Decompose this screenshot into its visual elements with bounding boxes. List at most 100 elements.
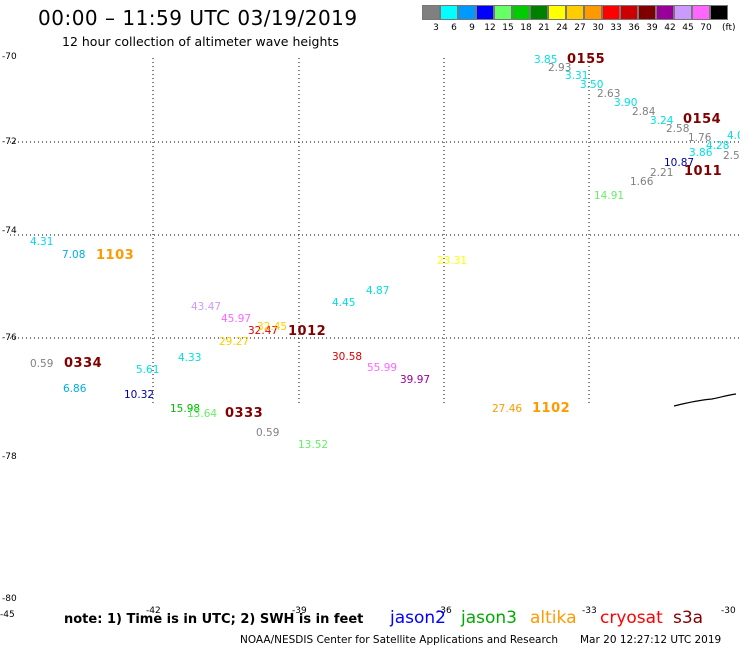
lat-label: -76: [2, 333, 17, 343]
wave-height-label: 13.64: [187, 408, 218, 420]
wave-height-label: 32.47: [248, 325, 279, 337]
wave-height-label: 55.99: [367, 362, 398, 374]
map-title: 00:00 – 11:59 UTC 03/19/2019: [38, 6, 358, 30]
pass-time-label: 0154: [683, 112, 722, 127]
scale-label: 70: [700, 23, 712, 33]
wave-height-label: 27.46: [492, 403, 523, 415]
credit-line: NOAA/NESDIS Center for Satellite Applica…: [240, 634, 558, 646]
scale-label: 33: [610, 23, 622, 33]
wave-height-label: 43.47: [191, 301, 222, 313]
lon-label: -45: [0, 610, 15, 620]
wave-height-label: 2.21: [650, 167, 674, 179]
wave-height-label: 3.86: [689, 147, 713, 159]
scale-swatch: [638, 5, 656, 20]
scale-label: 6: [451, 23, 457, 33]
lon-label: -39: [292, 606, 307, 616]
wave-height-label: 45.97: [221, 313, 252, 325]
scale-swatch: [422, 5, 440, 20]
generated-timestamp: Mar 20 12:27:12 UTC 2019: [580, 634, 722, 646]
lat-label: -80: [2, 594, 17, 604]
scale-swatch: [674, 5, 692, 20]
pass-time-label: 1103: [96, 248, 135, 263]
legend-s3a: s3a: [673, 608, 704, 628]
wave-height-label: 2.63: [597, 88, 621, 100]
scale-swatch: [548, 5, 566, 20]
wave-height-label: 4.31: [30, 236, 54, 248]
pass-time-label: 0155: [567, 52, 606, 67]
scale-swatch: [566, 5, 584, 20]
wave-height-label: 10.32: [124, 389, 155, 401]
scale-swatch: [530, 5, 548, 20]
scale-swatch: [584, 5, 602, 20]
scale-swatch: [710, 5, 728, 20]
wave-height-label: 3.24: [650, 115, 674, 127]
wave-height-label: 29.27: [219, 336, 250, 348]
lon-label: -30: [721, 606, 736, 616]
scale-label: 27: [574, 23, 586, 33]
legend-altika: altika: [530, 608, 577, 628]
scale-label: 9: [469, 23, 475, 33]
wave-height-label: 1.66: [630, 176, 654, 188]
wave-height-label: 23.31: [437, 255, 468, 267]
wave-height-label: 0.59: [30, 358, 54, 370]
scale-swatch: [620, 5, 638, 20]
lon-label: -42: [146, 606, 161, 616]
scale-swatch: [656, 5, 674, 20]
wave-height-label: 3.31: [565, 70, 589, 82]
wave-height-label: 2.84: [632, 106, 656, 118]
wave-height-label: 4.45: [332, 297, 356, 309]
wave-height-label: 14.91: [594, 190, 625, 202]
scale-label: 45: [682, 23, 694, 33]
note-text: note: 1) Time is in UTC; 2) SWH is in fe…: [64, 612, 364, 627]
wave-height-label: 2.5: [723, 150, 740, 162]
coastline: [673, 393, 737, 407]
legend-cryosat: cryosat: [600, 608, 663, 628]
wave-height-label: 2.93: [548, 62, 572, 74]
graticule: [10, 58, 740, 405]
legend-jason2: jason2: [390, 608, 446, 628]
scale-swatch: [440, 5, 458, 20]
scale-swatch: [512, 5, 530, 20]
wave-height-label: 4.28: [706, 140, 730, 152]
lon-label: -33: [582, 606, 597, 616]
wave-height-label: 30.58: [332, 351, 363, 363]
lat-label: -70: [2, 52, 17, 62]
wave-height-label: 3.50: [580, 79, 604, 91]
scale-swatch: [458, 5, 476, 20]
pass-time-label: 1012: [288, 324, 327, 339]
wave-height-label: 15.98: [170, 403, 201, 415]
scale-label: 21: [538, 23, 550, 33]
scale-label: 24: [556, 23, 568, 33]
map-subtitle: 12 hour collection of altimeter wave hei…: [62, 34, 339, 49]
scale-swatch: [602, 5, 620, 20]
wave-height-label: 4.33: [178, 352, 202, 364]
lat-label: -74: [2, 226, 17, 236]
scale-unit: (ft): [722, 23, 736, 33]
pass-time-label: 0334: [64, 356, 103, 371]
scale-label: 42: [664, 23, 676, 33]
wave-height-label: 39.97: [400, 374, 431, 386]
wave-height-label: 32.45: [257, 321, 288, 333]
wave-height-label: 5.61: [136, 364, 160, 376]
wave-height-label: 2.58: [666, 123, 690, 135]
wave-height-label: 1.76: [688, 132, 712, 144]
lat-label: -78: [2, 452, 17, 462]
wave-height-label: 6.86: [63, 383, 87, 395]
scale-label: 30: [592, 23, 604, 33]
wave-height-label: 4.87: [366, 285, 390, 297]
wave-height-label: 4.0: [727, 130, 740, 142]
pass-time-label: 0333: [225, 406, 264, 421]
wave-height-label: 0.59: [256, 427, 280, 439]
wave-height-label: 3.85: [534, 54, 558, 66]
lat-label: -72: [2, 137, 17, 147]
lon-label: -36: [437, 606, 452, 616]
scale-swatch: [692, 5, 710, 20]
scale-label: 18: [520, 23, 532, 33]
scale-label: 36: [628, 23, 640, 33]
scale-swatch: [476, 5, 494, 20]
scale-label: 3: [433, 23, 439, 33]
scale-swatch: [494, 5, 512, 20]
pass-time-label: 1011: [684, 164, 723, 179]
